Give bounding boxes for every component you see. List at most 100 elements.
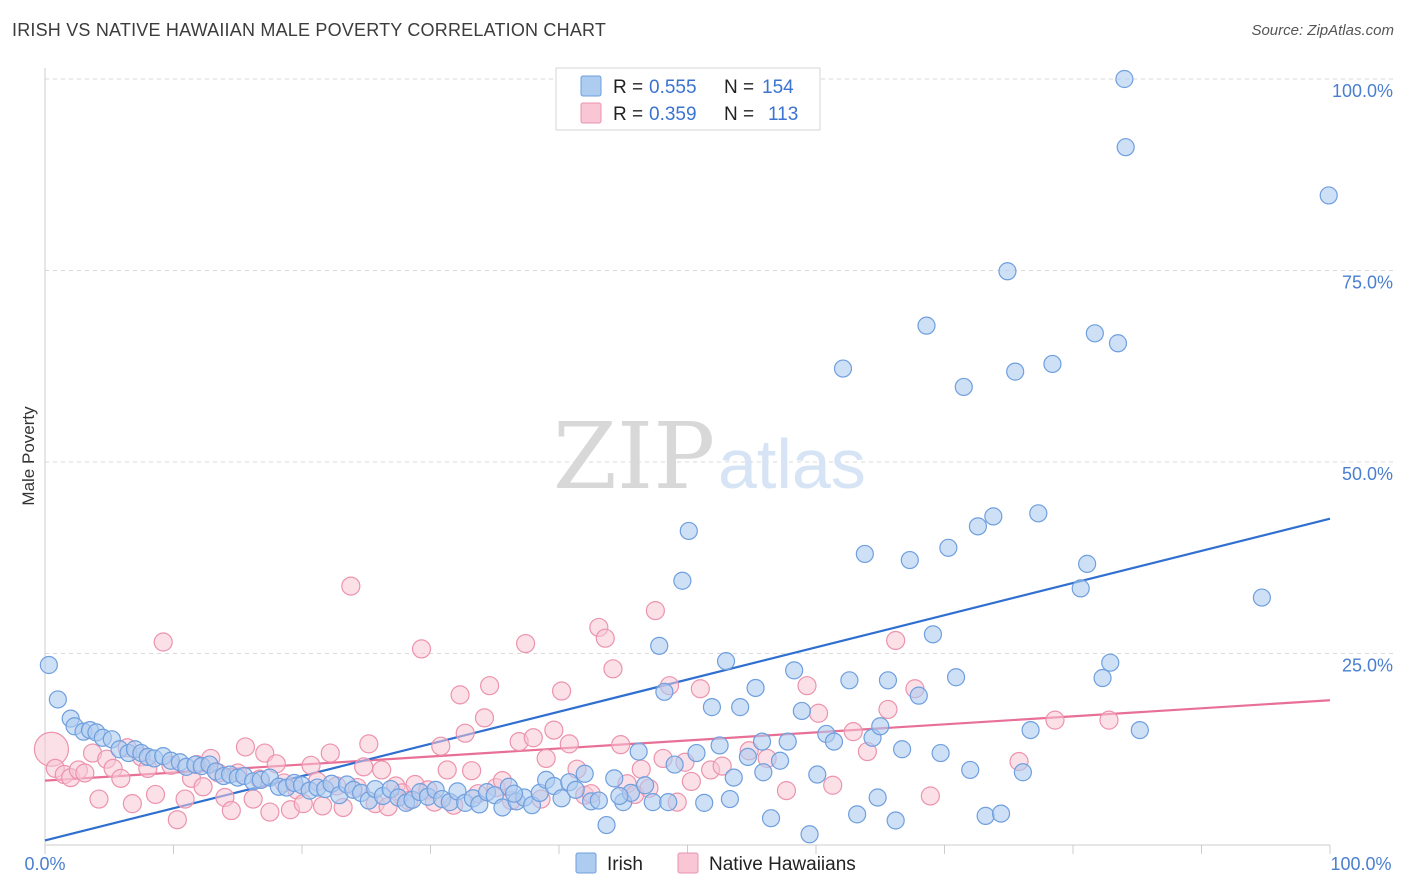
- irish-point: [746, 678, 765, 698]
- irish-point: [659, 793, 678, 812]
- irish-point: [770, 751, 790, 770]
- irish-point: [1252, 588, 1271, 607]
- x-tick-label: 100.0%: [1330, 854, 1391, 874]
- legend-hawaiian-n-value: 113: [768, 104, 798, 125]
- irish-point: [605, 769, 624, 788]
- irish-point: [1029, 504, 1048, 523]
- y-tick-labels: 25.0% 50.0% 75.0% 100.0%: [1332, 81, 1393, 676]
- irish-point: [946, 668, 966, 687]
- native-hawaiians-point: [175, 789, 195, 809]
- legend-swatch-hawaiian: [580, 102, 602, 124]
- native-hawaiians-point: [536, 748, 556, 769]
- irish-point: [48, 690, 67, 709]
- irish-point: [855, 544, 874, 564]
- native-hawaiians-point: [823, 775, 843, 795]
- irish-point: [716, 652, 736, 671]
- native-hawaiians-point: [878, 699, 898, 720]
- native-hawaiians-point: [455, 723, 475, 743]
- irish-point: [724, 768, 743, 787]
- irish-point: [892, 740, 912, 759]
- irish-point: [643, 793, 662, 812]
- irish-point: [1071, 579, 1090, 598]
- native-hawaiians-point: [462, 761, 482, 781]
- irish-point: [1013, 763, 1032, 782]
- native-hawaiians-point: [359, 734, 379, 754]
- watermark-atlas: atlas: [718, 425, 866, 503]
- irish-point: [552, 789, 571, 808]
- irish-point: [754, 763, 773, 782]
- x-tick-labels: 0.0% 100.0%: [24, 854, 1391, 874]
- y-tick-label: 75.0%: [1342, 273, 1393, 293]
- native-hawaiians-point: [631, 759, 651, 779]
- native-hawaiians-point: [474, 708, 495, 728]
- irish-point: [720, 789, 740, 809]
- native-hawaiians-point: [320, 743, 340, 763]
- legend-irish-r-label: R =: [613, 77, 643, 98]
- native-hawaiians-point: [886, 630, 906, 651]
- irish-point: [650, 636, 669, 655]
- irish-point: [752, 732, 772, 751]
- native-hawaiians-point: [920, 786, 940, 806]
- native-hawaiians-point: [243, 789, 263, 809]
- irish-point: [961, 760, 980, 780]
- y-tick-label: 25.0%: [1342, 656, 1393, 676]
- native-hawaiians-point: [193, 777, 213, 797]
- irish-point: [808, 765, 827, 784]
- irish-point: [589, 791, 608, 810]
- irish-point: [1093, 668, 1112, 688]
- native-hawaiians-point: [603, 659, 623, 679]
- irish-point: [886, 811, 905, 830]
- irish-point: [984, 507, 1003, 526]
- native-hawaiians-point: [544, 720, 564, 740]
- legend-swatch-irish: [580, 75, 602, 97]
- irish-point: [597, 815, 616, 835]
- native-hawaiians-point: [153, 632, 173, 652]
- bottom-legend-hawaiian: Native Hawaiians: [709, 854, 856, 875]
- native-hawaiians-point: [551, 681, 572, 701]
- irish-point: [1043, 354, 1062, 374]
- irish-point: [1108, 334, 1128, 353]
- irish-point: [840, 671, 859, 690]
- irish-point: [655, 682, 674, 701]
- irish-point: [710, 736, 729, 755]
- native-hawaiians-point: [89, 789, 109, 809]
- irish-point: [695, 793, 714, 812]
- irish-point: [931, 743, 950, 763]
- series-legend: Irish Native Hawaiians: [575, 852, 856, 875]
- irish-point: [687, 743, 706, 763]
- irish-point: [39, 655, 58, 675]
- irish-point: [575, 764, 594, 783]
- native-hawaiians-point: [450, 685, 470, 705]
- native-hawaiians-point: [1099, 710, 1119, 730]
- native-hawaiians-point: [167, 810, 187, 830]
- irish-point: [792, 701, 811, 721]
- legend-irish-n-label: N =: [724, 77, 754, 98]
- native-hawaiians-point: [523, 728, 543, 748]
- native-hawaiians-point: [301, 755, 321, 775]
- trend-lines: [44, 517, 1331, 842]
- source-note: Source: ZipAtlas.com: [1251, 22, 1394, 39]
- irish-points: [39, 69, 1338, 844]
- native-hawaiians-point: [1045, 710, 1065, 730]
- irish-point: [778, 732, 797, 751]
- irish-point: [673, 571, 692, 590]
- irish-point: [833, 359, 853, 378]
- native-hawaiians-point: [235, 737, 256, 757]
- native-hawaiians-point: [595, 628, 615, 648]
- y-tick-label: 50.0%: [1342, 464, 1393, 484]
- irish-point: [878, 671, 898, 690]
- irish-point: [731, 698, 750, 717]
- native-hawaiians-point: [145, 784, 166, 805]
- legend-hawaiian-n-label: N =: [724, 104, 754, 125]
- irish-point: [610, 786, 629, 806]
- correlation-legend: R = 0.555 N = 154 R = 0.359 N = 113: [555, 67, 821, 131]
- native-hawaiians-point: [515, 633, 536, 654]
- irish-point: [566, 780, 585, 799]
- irish-point: [917, 316, 936, 335]
- irish-point: [504, 784, 524, 803]
- bottom-legend-swatch-hawaiian: [677, 852, 699, 874]
- irish-point: [1006, 362, 1025, 381]
- irish-point: [923, 625, 943, 644]
- irish-point: [635, 776, 655, 795]
- native-hawaiians-point: [808, 703, 829, 723]
